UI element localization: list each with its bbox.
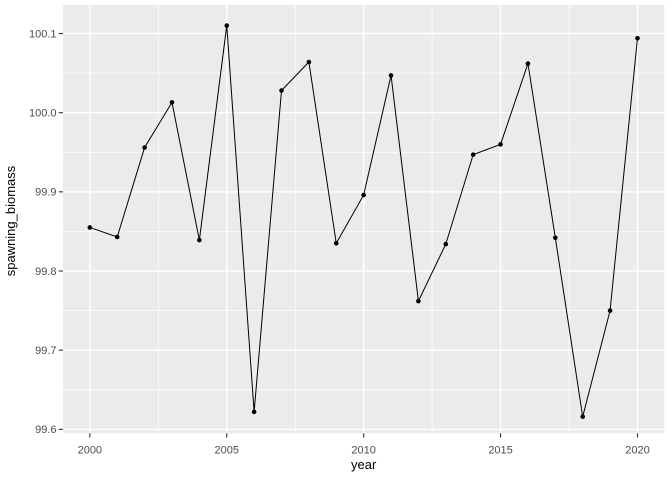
data-point bbox=[416, 298, 421, 304]
data-point bbox=[306, 59, 312, 65]
data-point bbox=[197, 237, 202, 243]
data-point bbox=[388, 73, 394, 78]
y-tick-label: 100.1 bbox=[29, 28, 57, 40]
x-tick-label: 2020 bbox=[625, 445, 649, 457]
data-point bbox=[224, 23, 230, 28]
data-point bbox=[114, 234, 120, 240]
y-tick-label: 99.6 bbox=[35, 424, 56, 436]
data-point bbox=[580, 414, 586, 419]
x-tick-label: 2005 bbox=[214, 445, 238, 457]
data-point bbox=[607, 308, 613, 313]
y-axis-title: spawning_biomass bbox=[3, 165, 18, 276]
data-point bbox=[470, 152, 476, 157]
data-point bbox=[498, 142, 503, 147]
data-point bbox=[553, 235, 558, 241]
y-tick-label: 99.7 bbox=[35, 345, 56, 357]
x-tick-label: 2010 bbox=[351, 445, 375, 457]
data-point bbox=[635, 35, 640, 41]
x-axis-title: year bbox=[351, 457, 377, 472]
y-tick-label: 99.9 bbox=[35, 187, 56, 199]
y-tick-label: 99.8 bbox=[35, 266, 56, 278]
data-point bbox=[279, 88, 284, 93]
data-point bbox=[87, 225, 93, 230]
data-point bbox=[361, 192, 366, 198]
data-point bbox=[169, 100, 175, 105]
x-tick-label: 2015 bbox=[488, 445, 512, 457]
data-point bbox=[251, 409, 257, 415]
data-point bbox=[142, 145, 147, 150]
y-tick-label: 100.0 bbox=[29, 107, 57, 119]
data-point bbox=[443, 241, 449, 247]
data-point bbox=[333, 240, 339, 246]
plot-panel: 2000 2005 2010 2015 2020 99.6 99.7 99.8 99.9 100.… bbox=[29, 5, 665, 457]
data-point bbox=[525, 61, 531, 66]
x-tick-label: 2000 bbox=[78, 445, 102, 457]
